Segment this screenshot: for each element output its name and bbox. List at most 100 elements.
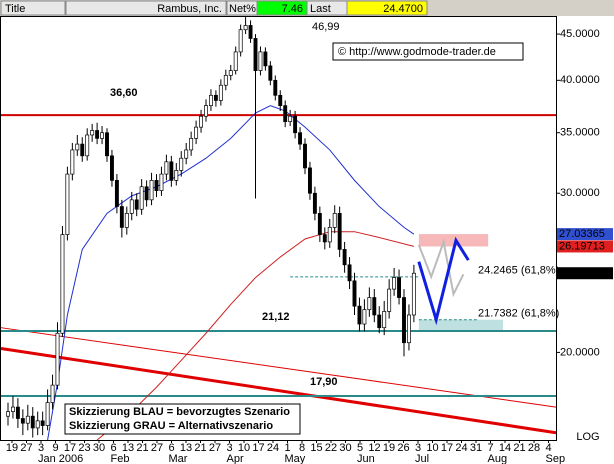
candle-body — [100, 132, 104, 139]
legend-entry: Skizzierung GRAU = Alternativszenario — [69, 420, 273, 432]
peak-label: 46,99 — [312, 21, 340, 33]
x-tick-label: 19 — [383, 442, 395, 454]
candle-body — [154, 180, 159, 191]
candle-body — [233, 51, 238, 71]
x-tick-label: 4 — [545, 442, 551, 454]
candle-body — [352, 280, 357, 307]
y-tick-label: 40.0000 — [560, 74, 600, 86]
month-label: Sep — [546, 453, 566, 464]
candle-body — [70, 149, 75, 175]
candle-body — [184, 149, 189, 159]
price-marker — [557, 240, 613, 253]
price-marker — [557, 267, 613, 280]
x-tick-label: 30 — [339, 442, 351, 454]
scenario-line — [417, 236, 470, 326]
month-label: Jan 2006 — [38, 453, 83, 464]
level-label: 36,60 — [110, 87, 138, 99]
moving-average — [47, 105, 415, 441]
candle-body — [253, 38, 258, 71]
x-tick-label: 10 — [426, 442, 438, 454]
candle-body — [258, 51, 263, 71]
x-tick-label: 21 — [513, 442, 525, 454]
chart-title: Rambus, Inc. — [157, 3, 222, 15]
trendline — [0, 347, 557, 435]
header-last-label: Last — [310, 3, 331, 15]
month-label: Mar — [169, 453, 188, 464]
candle-body — [6, 411, 10, 417]
month-label: Jul — [415, 453, 429, 464]
x-tick-label: 6 — [110, 442, 116, 454]
candle-body — [209, 94, 213, 106]
candle-body — [273, 79, 278, 96]
candle-body — [248, 25, 253, 39]
y-tick-label: 35.0000 — [560, 127, 600, 139]
x-tick-label: 12 — [368, 442, 380, 454]
candle-body — [347, 264, 352, 282]
candle-body — [90, 130, 95, 136]
zone — [418, 319, 503, 332]
plot-area — [0, 16, 557, 441]
candle-body — [268, 65, 273, 81]
zone — [418, 234, 489, 247]
legend-box — [64, 403, 301, 435]
candle-body — [332, 213, 337, 228]
candle-body — [327, 227, 332, 243]
candle-body — [317, 213, 322, 235]
y-tick-label: 20.0000 — [560, 346, 600, 358]
header-net-label: Net% — [229, 3, 256, 15]
candle-body — [114, 180, 119, 207]
price-marker-label: 27.03365 — [559, 228, 605, 240]
candle-body — [75, 143, 80, 151]
candle-body — [144, 186, 149, 201]
x-tick-label: 21 — [194, 442, 206, 454]
candle-body — [15, 406, 20, 419]
x-tick-label: 7 — [487, 442, 493, 454]
candle-body — [288, 115, 293, 123]
candle-body — [199, 115, 203, 128]
candle-body — [105, 132, 109, 157]
price-marker-label: 24.4700 — [559, 267, 599, 279]
candle-body — [129, 199, 134, 214]
candle-body — [45, 402, 50, 426]
candle-body — [357, 305, 362, 325]
candle-body — [322, 234, 327, 243]
month-label: Feb — [111, 453, 130, 464]
candle-body — [164, 161, 169, 175]
x-tick-label: 8 — [299, 442, 305, 454]
header-cell — [65, 0, 227, 16]
candle-body — [159, 173, 164, 191]
price-marker — [557, 228, 613, 241]
x-tick-label: 17 — [64, 442, 76, 454]
candle-body — [60, 234, 65, 334]
x-tick-label: 6 — [168, 442, 174, 454]
copyright: © http://www.godmode-trader.de — [338, 46, 496, 58]
candle-body — [65, 173, 70, 235]
candle-body — [109, 155, 114, 181]
x-tick-label: 27 — [151, 442, 163, 454]
candle-body — [293, 115, 298, 134]
x-tick-label: 10 — [238, 442, 250, 454]
month-label: Apr — [227, 453, 244, 464]
candle-body — [342, 249, 347, 266]
x-tick-label: 13 — [122, 442, 134, 454]
candle-body — [189, 138, 194, 151]
x-tick-label: 21 — [136, 442, 148, 454]
candle-body — [119, 206, 124, 228]
x-tick-label: 19 — [6, 442, 18, 454]
candle-body — [223, 75, 228, 86]
candle-body — [337, 213, 342, 250]
x-tick-label: 14 — [499, 442, 511, 454]
candle-body — [372, 297, 377, 316]
trendline — [0, 327, 557, 408]
scenario-line — [417, 238, 465, 298]
candle-body — [20, 418, 25, 424]
x-tick-label: 30 — [93, 442, 105, 454]
candle-body — [312, 192, 317, 214]
x-tick-label: 13 — [180, 442, 192, 454]
fib-label: 24.2465 (61,8%) — [478, 265, 559, 277]
level-label: 21,12 — [262, 311, 290, 323]
x-tick-label: 27 — [209, 442, 221, 454]
candle-body — [149, 180, 154, 201]
candle-body — [392, 277, 397, 290]
